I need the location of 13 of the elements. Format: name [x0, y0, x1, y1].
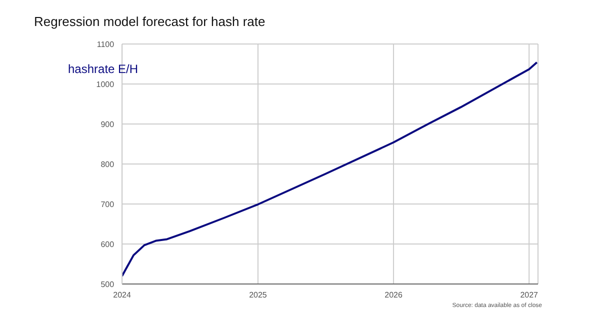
chart-title: Regression model forecast for hash rate	[34, 14, 266, 29]
x-tick-label: 2025	[249, 290, 268, 300]
y-tick-label: 800	[100, 160, 115, 169]
text: hashrate E/H	[68, 62, 138, 76]
y-tick-label: 1000	[96, 80, 115, 89]
x-tick-label: 2027	[520, 290, 539, 300]
y-tick-label: 500	[100, 280, 115, 289]
y-tick-label: 900	[100, 120, 115, 129]
y-tick-label: 600	[100, 240, 115, 249]
y-tick-label: 700	[100, 200, 115, 209]
x-tick-label: 2024	[113, 290, 132, 300]
x-tick-label: 2026	[384, 290, 403, 300]
y-tick-label: 1100	[96, 40, 115, 49]
